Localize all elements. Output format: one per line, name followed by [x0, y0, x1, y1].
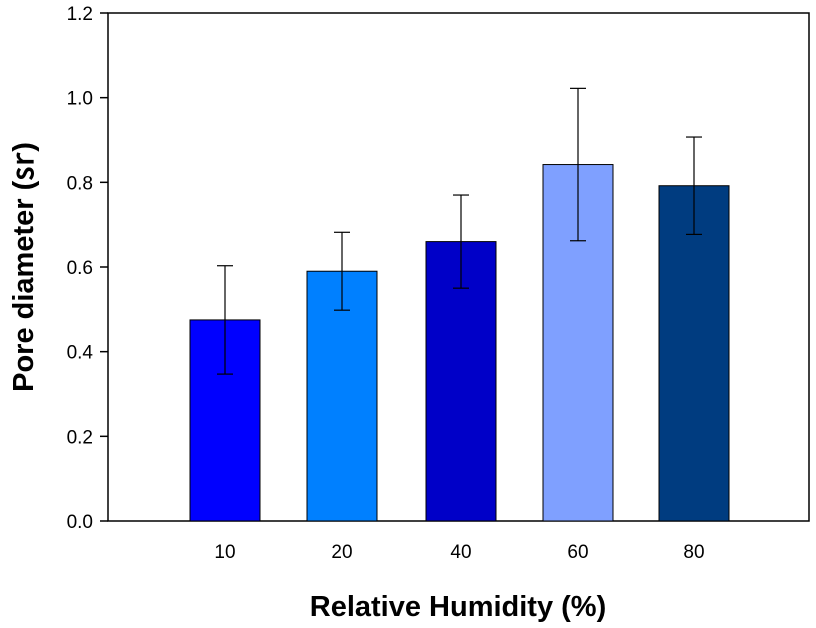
- y-tick-label: 1.2: [67, 4, 93, 25]
- bar-20: [306, 270, 378, 522]
- y-tick-label: 0.4: [67, 343, 94, 364]
- y-axis: 0.0 0.2 0.4 0.6 0.8 1.0 1.2: [67, 4, 108, 533]
- y-axis-title: Pore diameter (㏛): [8, 142, 40, 392]
- y-tick-label: 1.0: [67, 89, 93, 110]
- x-axis: 10 20 40 60 80: [214, 542, 704, 563]
- y-tick-label: 0.8: [67, 173, 93, 194]
- x-tick-label: 20: [331, 542, 352, 563]
- y-tick-label: 0.0: [67, 512, 93, 533]
- x-tick-label: 40: [450, 542, 471, 563]
- y-tick-label: 0.6: [67, 258, 93, 279]
- x-axis-title: Relative Humidity (%): [310, 591, 607, 623]
- x-tick-label: 10: [214, 542, 235, 563]
- error-bars-group: [217, 87, 702, 375]
- x-tick-label: 80: [683, 542, 704, 563]
- bars-group: [189, 164, 730, 522]
- bar-80: [658, 185, 730, 522]
- x-tick-label: 60: [567, 542, 588, 563]
- y-tick-label: 0.2: [67, 427, 93, 448]
